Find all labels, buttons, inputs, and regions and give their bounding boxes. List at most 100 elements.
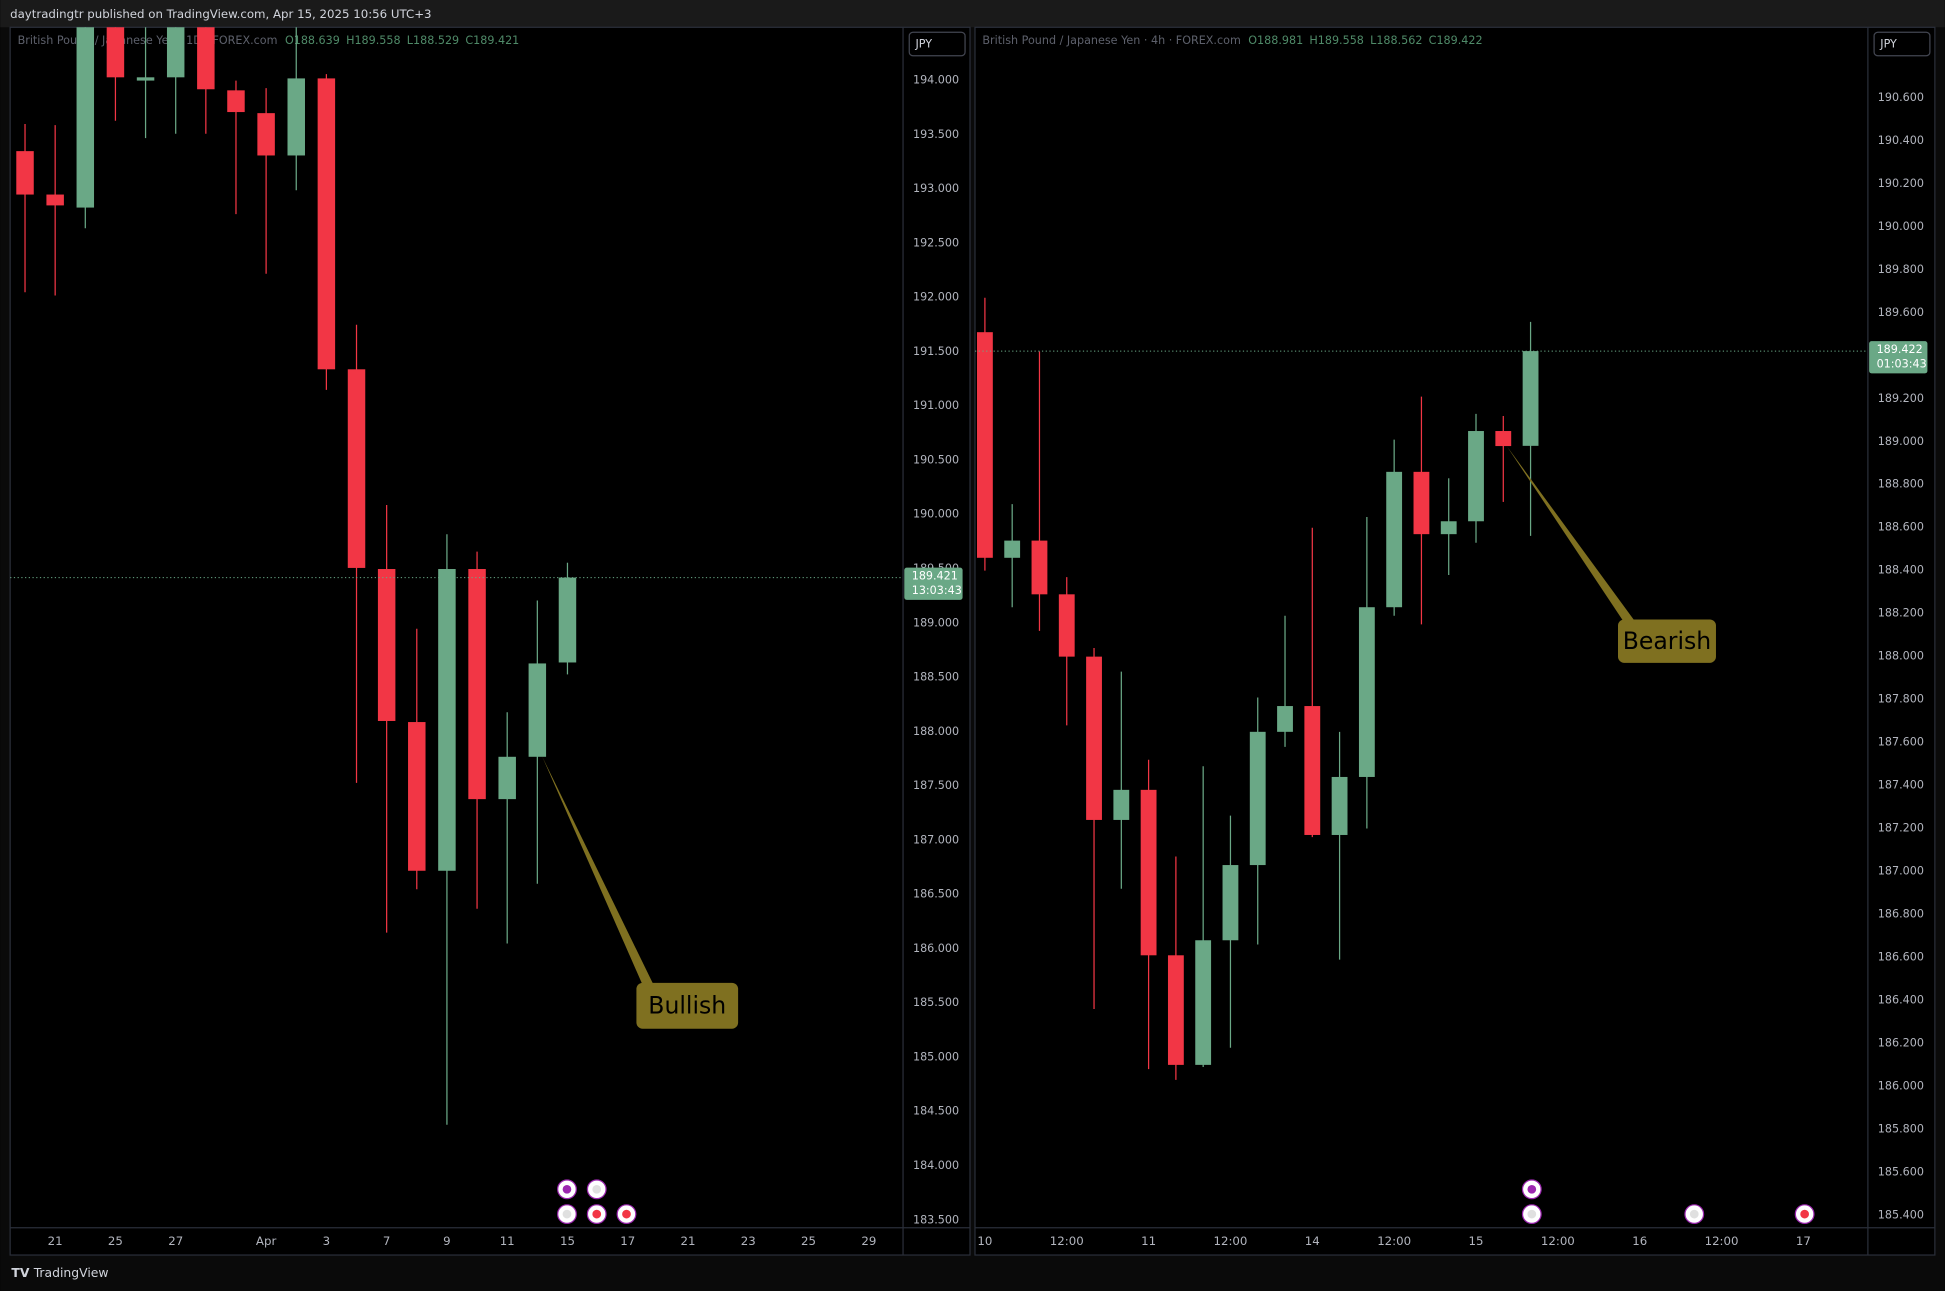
x-tick-label: 25 [801, 1234, 816, 1248]
event-icon-core [562, 1184, 572, 1194]
candle-body [1331, 776, 1348, 835]
x-tick-label: 16 [1632, 1234, 1647, 1248]
y-tick-label: 189.000 [913, 616, 959, 629]
top-bar [0, 0, 1945, 28]
y-tick-label: 187.200 [1878, 822, 1924, 835]
candle-body [287, 78, 305, 156]
y-tick-label: 188.600 [1878, 521, 1924, 534]
y-tick-label: 189.800 [1878, 263, 1924, 276]
currency-button[interactable] [908, 31, 966, 57]
event-icon-core [1527, 1184, 1537, 1194]
y-tick-label: 187.800 [1878, 693, 1924, 706]
x-tick-label: Apr [256, 1234, 277, 1248]
y-tick-label: 185.400 [1878, 1208, 1924, 1221]
footer-logo[interactable]: TV TradingView [11, 1265, 108, 1280]
countdown-label: 01:03:43 [1877, 358, 1927, 371]
event-icon-core [592, 1209, 602, 1219]
x-tick-label: 11 [500, 1234, 515, 1248]
candle-body [257, 113, 275, 156]
candle-body [1386, 471, 1403, 608]
y-tick-label: 186.000 [913, 942, 959, 955]
x-tick-label: 3 [323, 1234, 331, 1248]
y-tick-label: 190.600 [1878, 91, 1924, 104]
ohlc-value: O188.639 [285, 34, 340, 47]
candle-body [976, 332, 993, 558]
currency-button[interactable] [1873, 31, 1931, 57]
y-tick-label: 186.800 [1878, 907, 1924, 920]
x-tick-label: 17 [1796, 1234, 1811, 1248]
currency-label: JPY [914, 38, 932, 51]
candle-body [1277, 706, 1293, 732]
candle-body [1195, 940, 1212, 1065]
candle-body [347, 369, 366, 568]
panel-right [974, 26, 1936, 1256]
y-tick-label: 188.000 [913, 725, 959, 738]
callout-box [1618, 619, 1716, 663]
x-tick-label: 29 [861, 1234, 876, 1248]
candle-body [1249, 731, 1266, 866]
symbol-legend: British Pound / Japanese Yen · 4h · FORE… [982, 34, 1482, 47]
callout-box [636, 982, 739, 1029]
last-price-label: 189.422 [1877, 343, 1923, 356]
y-tick-label: 187.000 [1878, 865, 1924, 878]
y-tick-label: 187.400 [1878, 779, 1924, 792]
x-tick-label: 17 [620, 1234, 635, 1248]
candle-body [1413, 471, 1430, 535]
y-tick-label: 188.500 [913, 671, 959, 684]
candle-body [1495, 431, 1512, 447]
x-tick-label: 12:00 [1541, 1234, 1575, 1248]
candle-body [46, 194, 64, 206]
last-price-label: 189.421 [912, 569, 958, 582]
candle-body [16, 151, 34, 195]
candles [976, 297, 1539, 1080]
y-tick-label: 191.000 [913, 399, 959, 412]
candle-body [227, 90, 245, 113]
y-tick-label: 183.500 [913, 1213, 959, 1226]
candle-body [1058, 594, 1075, 657]
y-tick-label: 188.000 [1878, 650, 1924, 663]
candles [16, 27, 577, 1125]
y-tick-label: 189.000 [1878, 435, 1924, 448]
y-tick-label: 192.000 [913, 291, 959, 304]
symbol: British Pound / Japanese Yen · 1D · FORE… [18, 34, 278, 47]
ohlc-value: L188.562 [1370, 34, 1422, 47]
callout-text: Bearish [1623, 627, 1711, 655]
y-tick-label: 190.400 [1878, 134, 1924, 147]
y-tick-label: 193.000 [913, 182, 959, 195]
event-icon-core [1689, 1209, 1699, 1219]
x-tick-label: 11 [1141, 1234, 1156, 1248]
candle-body [1167, 955, 1184, 1065]
event-icon-core [562, 1209, 572, 1219]
last-price-box [1869, 341, 1928, 374]
candle-body [377, 569, 396, 721]
y-tick-label: 188.200 [1878, 607, 1924, 620]
callout-pointer [542, 756, 654, 988]
callout-text: Bullish [648, 992, 726, 1020]
y-tick-label: 186.200 [1878, 1036, 1924, 1049]
candle-body [1358, 607, 1375, 777]
event-icon-core [592, 1184, 602, 1194]
symbol: British Pound / Japanese Yen · 4h · FORE… [982, 34, 1240, 47]
last-price-box [904, 567, 963, 600]
candle-body [528, 663, 547, 757]
currency-label: JPY [1879, 38, 1897, 51]
logo-text: TradingView [33, 1265, 109, 1280]
y-tick-label: 189.200 [1878, 392, 1924, 405]
panel-left [9, 26, 971, 1256]
y-tick-label: 184.500 [913, 1105, 959, 1118]
candle-body [498, 756, 516, 800]
candle-body [1304, 706, 1321, 835]
y-tick-label: 186.400 [1878, 993, 1924, 1006]
y-tick-label: 190.200 [1878, 177, 1924, 190]
x-tick-label: 21 [48, 1234, 63, 1248]
candle-body [438, 569, 456, 871]
y-tick-label: 186.500 [913, 888, 959, 901]
y-tick-label: 186.000 [1878, 1079, 1924, 1092]
x-tick-label: 12:00 [1705, 1234, 1739, 1248]
y-tick-label: 187.500 [913, 779, 959, 792]
candle-body [1140, 789, 1157, 956]
x-tick-label: 27 [168, 1234, 183, 1248]
candle-body [1004, 540, 1021, 558]
callout-pointer [1507, 446, 1636, 625]
